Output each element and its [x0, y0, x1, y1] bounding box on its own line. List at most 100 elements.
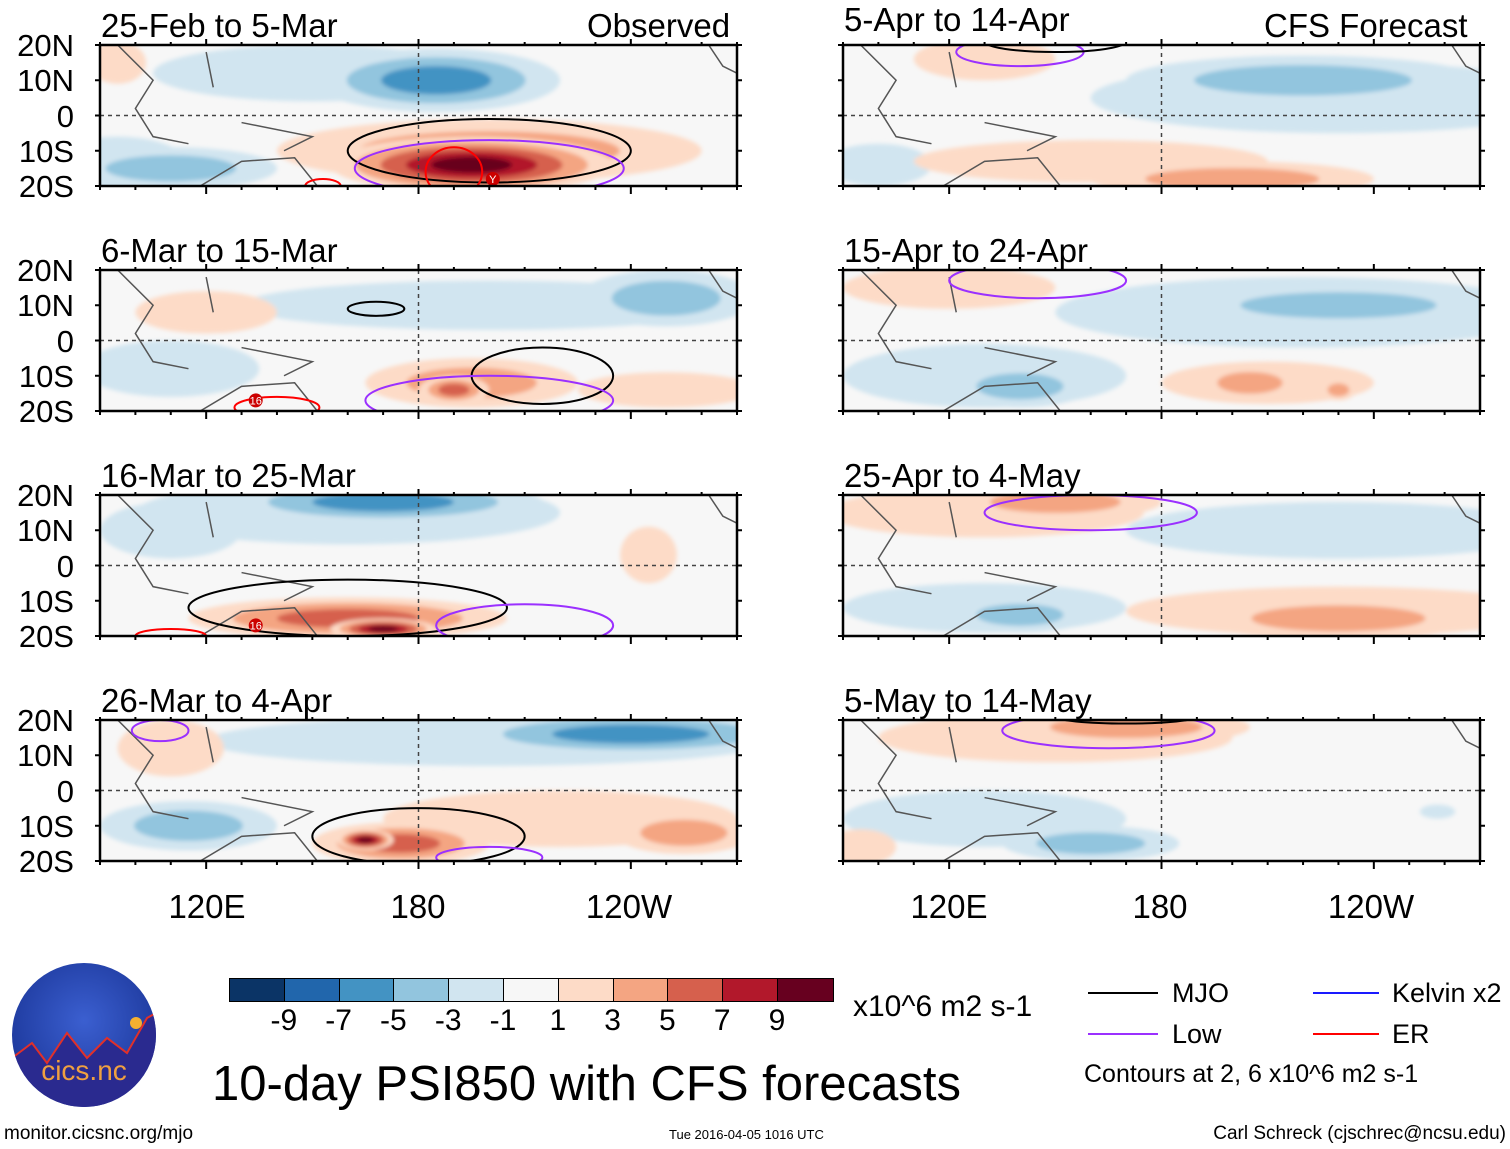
map-panel: 16: [100, 495, 737, 636]
contour-mjo: [346, 300, 406, 317]
contour-low: [1001, 720, 1216, 750]
anomaly-shading: [312, 495, 454, 512]
coastline: [117, 495, 737, 636]
panel-title: 6-Mar to 15-Mar: [101, 232, 338, 269]
contour-label-marker: [248, 393, 263, 408]
contour-low: [353, 139, 625, 186]
coastline: [860, 720, 1480, 861]
lat-label: 10N: [17, 288, 74, 324]
anomaly-shading: [135, 291, 277, 334]
anomaly-shading: [976, 373, 1064, 400]
lat-label: 0: [56, 773, 74, 809]
colorbar-swatch: [503, 978, 559, 1002]
contour-er: [233, 395, 321, 411]
lat-label: 0: [56, 98, 74, 134]
footer-author: Carl Schreck (cjschrec@ncsu.edu): [1213, 1123, 1506, 1144]
map-panel: 16: [100, 270, 737, 411]
lat-label: 20S: [18, 394, 74, 429]
contour-label: Y: [489, 174, 497, 186]
lat-label: 20N: [17, 253, 74, 288]
colorbar-label: -1: [489, 1004, 517, 1037]
anomaly-shading: [640, 819, 728, 846]
observed-label: Observed: [587, 7, 731, 44]
colorbar-label: 7: [713, 1004, 731, 1037]
anomaly-shading: [438, 383, 470, 397]
map-panel: [843, 495, 1480, 636]
contour-er: [424, 146, 484, 186]
contour-low: [435, 845, 544, 861]
cics-logo: cics.nc: [12, 963, 156, 1107]
anomaly-shading: [100, 502, 242, 559]
legend-label-kelvin: Kelvin x2: [1392, 978, 1502, 1008]
lat-label: 20N: [17, 478, 74, 513]
lat-label: 20S: [18, 844, 74, 879]
panel-title: 26-Mar to 4-Apr: [101, 682, 333, 719]
map-panel: [843, 720, 1480, 861]
lat-label: 20N: [17, 703, 74, 738]
footer-timestamp: Tue 2016-04-05 1016 UTC: [669, 1127, 824, 1142]
lat-label: 20N: [17, 28, 74, 63]
lat-label: 10S: [18, 808, 74, 844]
lon-label: 120W: [585, 888, 673, 925]
legend-line-low: [1088, 1033, 1158, 1035]
anomaly-shading: [367, 625, 399, 632]
anomaly-shading: [976, 604, 1064, 626]
panel-title: 15-Apr to 24-Apr: [844, 232, 1088, 269]
anomaly-shading: [577, 372, 737, 408]
legend-label-low: Low: [1172, 1019, 1222, 1049]
coastline: [860, 495, 1480, 636]
contour-low: [364, 374, 615, 411]
lat-label: 10N: [17, 63, 74, 99]
lat-label: 10S: [18, 133, 74, 169]
coastline: [860, 45, 1480, 186]
colorbar-swatch: [448, 978, 504, 1002]
coastline: [860, 270, 1480, 411]
map-panel: Y: [100, 45, 737, 186]
legend-label-mjo: MJO: [1172, 978, 1229, 1008]
colorbar-swatch: [229, 978, 285, 1002]
anomaly-shading: [1049, 720, 1203, 738]
colorbar-label: -5: [380, 1004, 407, 1037]
colorbar-label: -3: [434, 1004, 462, 1037]
forecast-label: CFS Forecast: [1264, 7, 1468, 44]
contour-low: [130, 720, 190, 743]
colorbar-swatch: [557, 978, 614, 1002]
legend-line-mjo: [1088, 992, 1158, 994]
contour-label-marker: [485, 171, 500, 186]
contour-mjo: [1059, 720, 1193, 725]
colorbar-swatch: [777, 978, 834, 1002]
anomaly-shading: [134, 810, 243, 841]
colorbar-swatch: [283, 978, 340, 1002]
anomaly-shading: [357, 836, 374, 843]
coastline: [117, 270, 737, 411]
anomaly-shading: [431, 156, 513, 173]
colorbar-label: -7: [325, 1004, 352, 1037]
coastline: [117, 45, 737, 186]
anomaly-shading: [1126, 502, 1480, 559]
contour-low: [983, 495, 1198, 532]
contour-label: 16: [250, 620, 262, 632]
lon-label: 120E: [168, 888, 246, 925]
map-panel: [843, 45, 1480, 186]
colorbar-swatch: [393, 978, 450, 1002]
logo-mountains: [12, 1012, 156, 1107]
map-panel: [100, 720, 737, 861]
lat-label: 0: [56, 323, 74, 359]
lat-label: 10N: [17, 513, 74, 549]
contour-er: [134, 627, 208, 636]
lon-label: 120E: [910, 888, 988, 925]
contour-mjo: [986, 45, 1125, 54]
anomaly-shading: [1240, 292, 1437, 319]
anomaly-shading: [1419, 804, 1456, 819]
colorbar-swatch: [338, 978, 395, 1002]
panel-title: 5-Apr to 14-Apr: [844, 1, 1070, 38]
contour-low: [435, 603, 615, 636]
anomaly-shading: [381, 66, 492, 95]
legend-line-kelvin: [1313, 992, 1379, 994]
coastline: [117, 720, 737, 861]
contour-label: 16: [250, 395, 262, 407]
logo-text: cics.nc: [41, 1055, 127, 1086]
lon-label: 180: [390, 888, 446, 925]
lat-label: 10S: [18, 358, 74, 394]
lat-label: 10S: [18, 583, 74, 619]
